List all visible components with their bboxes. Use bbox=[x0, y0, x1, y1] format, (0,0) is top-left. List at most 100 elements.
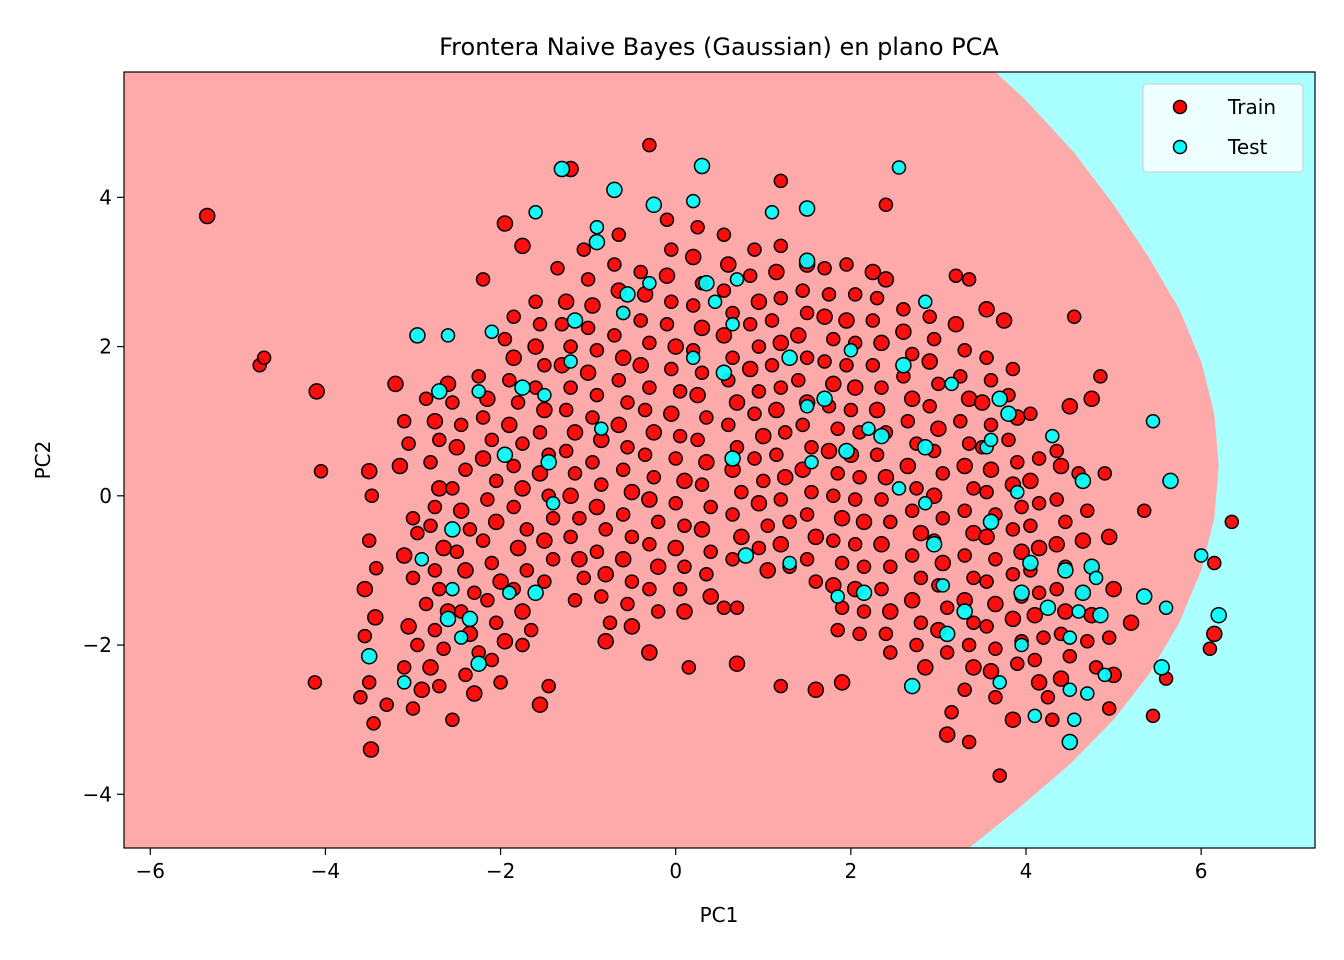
train-point bbox=[939, 600, 955, 615]
train-point bbox=[637, 447, 653, 463]
train-point bbox=[585, 410, 600, 425]
train-point bbox=[939, 645, 955, 660]
train-point bbox=[782, 514, 797, 530]
train-point bbox=[833, 674, 851, 691]
train-point bbox=[965, 659, 982, 676]
train-point bbox=[979, 350, 994, 366]
train-point bbox=[658, 267, 676, 284]
train-point bbox=[367, 609, 384, 626]
train-point bbox=[585, 454, 600, 470]
train-point bbox=[983, 372, 999, 388]
train-point bbox=[978, 301, 995, 318]
legend: Train Test bbox=[1142, 83, 1304, 173]
train-point bbox=[799, 507, 815, 522]
train-point bbox=[703, 544, 718, 560]
train-point bbox=[846, 379, 864, 396]
train-point bbox=[646, 469, 662, 485]
train-point bbox=[528, 294, 543, 310]
train-point bbox=[896, 302, 911, 317]
x-axis-ticks: −6 −4 −2 0 2 4 6 bbox=[136, 848, 1208, 883]
train-point bbox=[423, 454, 438, 470]
train-point bbox=[909, 637, 924, 653]
train-point bbox=[537, 357, 552, 373]
test-point bbox=[781, 349, 798, 367]
test-point bbox=[724, 450, 741, 467]
train-point bbox=[938, 726, 956, 743]
train-point bbox=[864, 263, 882, 281]
train-point bbox=[458, 462, 473, 477]
train-point bbox=[427, 622, 443, 638]
train-point bbox=[966, 481, 981, 496]
train-point bbox=[1004, 610, 1022, 628]
train-point bbox=[755, 427, 772, 445]
train-point bbox=[865, 357, 881, 373]
train-point bbox=[1031, 585, 1047, 601]
train-point bbox=[645, 424, 663, 441]
train-point bbox=[821, 287, 837, 302]
train-point bbox=[396, 660, 412, 675]
train-point bbox=[926, 331, 942, 347]
train-point bbox=[672, 384, 688, 399]
train-point bbox=[899, 457, 917, 475]
test-point bbox=[1135, 588, 1153, 605]
train-point bbox=[799, 305, 815, 321]
test-point bbox=[431, 383, 448, 400]
train-point bbox=[501, 416, 518, 434]
train-point bbox=[930, 420, 947, 437]
train-point bbox=[834, 555, 850, 571]
train-point bbox=[1100, 528, 1118, 546]
train-point bbox=[725, 507, 740, 522]
train-point bbox=[664, 242, 679, 257]
train-point bbox=[689, 386, 706, 404]
y-tick-label: 4 bbox=[99, 185, 112, 209]
train-point bbox=[1030, 674, 1048, 691]
train-point bbox=[1097, 466, 1113, 481]
train-point bbox=[702, 588, 719, 605]
train-point bbox=[961, 734, 977, 750]
train-point bbox=[1080, 634, 1095, 649]
train-point bbox=[988, 551, 1003, 567]
train-point bbox=[1083, 390, 1100, 408]
x-axis-label: PC1 bbox=[700, 903, 739, 927]
test-point bbox=[470, 655, 487, 672]
train-point bbox=[571, 550, 588, 568]
train-point bbox=[1206, 625, 1223, 643]
region-class-1 bbox=[969, 72, 1315, 848]
train-point bbox=[1040, 690, 1056, 705]
train-point bbox=[589, 544, 605, 560]
train-point bbox=[650, 514, 666, 530]
test-point bbox=[891, 160, 907, 175]
train-point bbox=[715, 327, 733, 344]
train-point bbox=[725, 350, 740, 366]
train-point bbox=[826, 488, 841, 504]
train-point bbox=[361, 675, 377, 690]
test-point bbox=[861, 421, 876, 436]
train-point bbox=[987, 595, 1004, 613]
test-point bbox=[725, 316, 740, 332]
train-point bbox=[979, 484, 994, 500]
train-point bbox=[874, 380, 889, 395]
train-point bbox=[733, 528, 750, 546]
train-point bbox=[519, 522, 535, 537]
train-point bbox=[1202, 641, 1218, 657]
train-point bbox=[699, 566, 714, 582]
train-point bbox=[1031, 496, 1047, 511]
train-point bbox=[1023, 406, 1038, 421]
train-point bbox=[694, 365, 710, 380]
train-point bbox=[1013, 543, 1030, 561]
train-point bbox=[633, 313, 648, 328]
train-point bbox=[790, 327, 807, 344]
train-point bbox=[957, 343, 972, 358]
test-point bbox=[440, 328, 456, 343]
train-point bbox=[869, 447, 885, 463]
train-point bbox=[979, 574, 994, 589]
test-point bbox=[816, 390, 833, 408]
train-point bbox=[1080, 503, 1095, 518]
train-point bbox=[948, 268, 964, 283]
train-point bbox=[527, 338, 544, 355]
test-point bbox=[1193, 548, 1209, 563]
train-point bbox=[830, 421, 845, 436]
train-point bbox=[716, 227, 732, 242]
train-point bbox=[904, 346, 920, 362]
train-point bbox=[791, 372, 806, 388]
